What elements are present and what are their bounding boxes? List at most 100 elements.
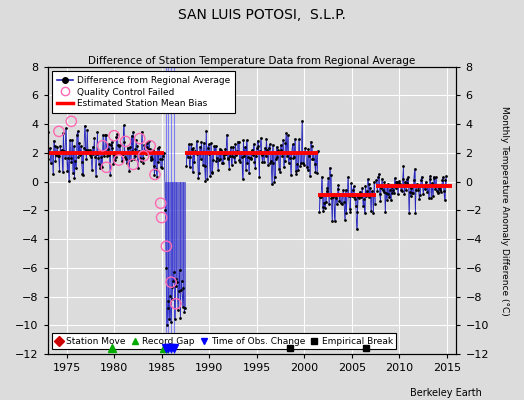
Point [385,194,394,200]
Point [291,168,300,174]
Point [329,194,337,200]
Point [252,153,260,159]
Point [234,139,243,145]
Point [113,131,122,138]
Point [136,155,145,161]
Point [69,170,77,176]
Point [95,160,103,167]
Point [189,169,197,175]
Point [62,150,71,157]
Point [176,267,184,273]
Point [356,194,365,200]
Point [74,154,83,160]
Point [94,154,102,161]
Point [92,151,101,157]
Point [97,154,106,160]
Point [397,187,405,194]
Point [115,157,123,163]
Point [51,157,60,164]
Point [49,171,57,178]
Point [135,148,143,154]
Point [400,191,408,198]
Point [288,150,296,156]
Point [239,137,247,144]
Point [366,184,374,191]
Point [325,201,333,207]
Point [243,160,252,166]
Point [257,135,265,141]
Point [172,300,180,307]
Point [214,166,222,173]
Point [56,143,64,149]
Point [283,152,291,159]
Point [203,176,211,182]
Point [187,141,195,147]
Point [161,207,169,214]
Point [260,145,269,151]
Point [398,176,407,182]
Point [441,177,450,183]
Point [85,147,94,153]
Point [162,322,171,328]
Point [280,164,288,171]
Point [410,166,419,172]
Point [309,156,318,162]
Point [328,218,336,224]
Point [237,154,246,161]
Point [167,279,176,285]
Point [292,171,301,177]
Point [407,193,415,199]
Point [265,145,273,152]
Point [261,153,270,159]
Point [232,152,241,158]
Point [196,156,205,162]
Point [265,141,274,148]
Point [143,144,151,150]
Point [374,174,383,181]
Point [332,195,340,201]
Point [159,153,167,160]
Point [148,156,156,162]
Point [323,184,332,191]
Point [289,154,298,161]
Point [344,174,352,180]
Point [277,147,286,153]
Point [67,155,75,161]
Point [308,156,316,162]
Title: Difference of Station Temperature Data from Regional Average: Difference of Station Temperature Data f… [89,56,416,66]
Point [241,144,249,150]
Point [123,160,131,167]
Point [338,192,346,198]
Point [67,118,75,124]
Point [382,190,390,196]
Point [124,145,133,151]
Point [392,178,400,185]
Point [78,159,86,165]
Point [195,144,204,150]
Point [302,150,310,156]
Point [240,152,248,159]
Point [319,204,327,211]
Point [135,150,144,156]
Point [379,187,387,193]
Point [377,185,386,191]
Text: SAN LUIS POTOSI,  S.L.P.: SAN LUIS POTOSI, S.L.P. [178,8,346,22]
Point [301,145,309,151]
Point [151,171,159,178]
Point [64,155,72,161]
Point [431,186,439,192]
Point [167,319,175,326]
Point [186,154,194,161]
Point [223,155,232,162]
Point [384,190,392,197]
Point [147,154,156,160]
Point [271,174,279,180]
Point [146,146,154,153]
Point [440,188,448,194]
Point [287,172,295,178]
Point [208,170,216,177]
Point [134,165,142,171]
Point [256,148,264,154]
Point [118,158,126,164]
Point [297,160,305,166]
